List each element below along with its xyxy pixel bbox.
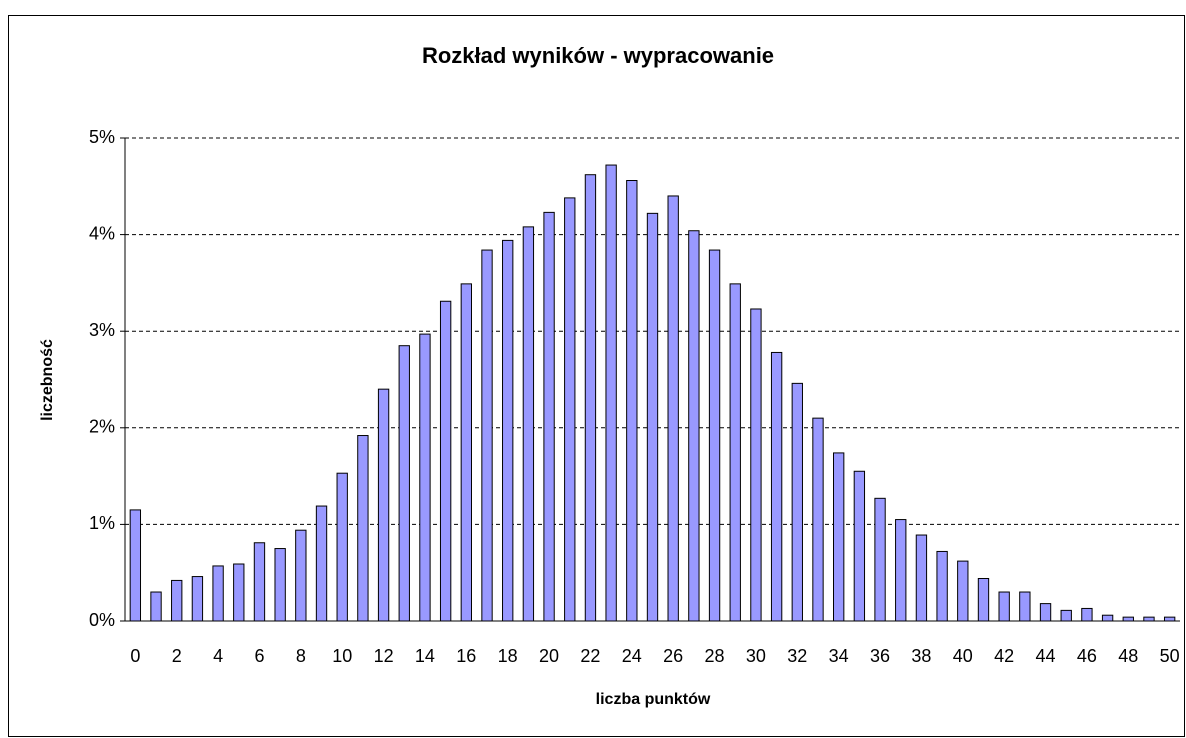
bar xyxy=(171,579,183,622)
bar xyxy=(1019,591,1031,622)
x-tick-label: 8 xyxy=(296,646,306,666)
bar xyxy=(274,548,286,622)
x-tick-label: 34 xyxy=(829,646,849,666)
x-tick-label: 48 xyxy=(1118,646,1138,666)
bar xyxy=(584,174,597,622)
bar xyxy=(253,542,266,622)
x-tick-label: 4 xyxy=(213,646,223,666)
x-tick-label: 2 xyxy=(172,646,182,666)
x-tick-label: 10 xyxy=(332,646,352,666)
bar xyxy=(812,417,824,622)
bar xyxy=(543,211,555,622)
bar xyxy=(212,565,224,622)
y-tick-label: 0% xyxy=(89,610,115,630)
bar xyxy=(957,560,969,622)
x-tick-label: 26 xyxy=(663,646,683,666)
y-tick-label: 2% xyxy=(89,417,115,437)
x-tick-label: 22 xyxy=(580,646,600,666)
bar xyxy=(502,239,514,622)
x-tick-label: 20 xyxy=(539,646,559,666)
bar xyxy=(605,164,617,622)
y-axis-label: liczebność xyxy=(39,339,56,421)
bar xyxy=(191,576,204,622)
y-tick-label: 1% xyxy=(89,513,115,533)
bar xyxy=(336,472,348,622)
x-tick-label: 44 xyxy=(1036,646,1056,666)
x-tick-label: 14 xyxy=(415,646,435,666)
bar xyxy=(833,452,845,622)
chart-title: Rozkład wyników - wypracowanie xyxy=(422,43,774,68)
bar xyxy=(1101,614,1114,622)
x-axis-label: liczba punktów xyxy=(596,691,711,708)
bar xyxy=(481,249,493,622)
bar xyxy=(377,388,390,622)
bar xyxy=(915,534,928,622)
bar xyxy=(874,497,886,622)
bar xyxy=(522,226,535,622)
x-tick-label: 40 xyxy=(953,646,973,666)
bar xyxy=(750,308,762,622)
x-tick-label: 30 xyxy=(746,646,766,666)
bar xyxy=(977,577,990,622)
bar xyxy=(129,509,142,622)
bar xyxy=(646,212,659,622)
bar xyxy=(233,563,245,622)
bar xyxy=(667,195,679,622)
bar xyxy=(1039,603,1052,622)
y-tick-label: 3% xyxy=(89,320,115,340)
bar xyxy=(419,333,431,622)
bar xyxy=(853,470,866,622)
y-tick-label: 5% xyxy=(89,127,115,147)
bar xyxy=(295,529,307,622)
x-tick-label: 16 xyxy=(456,646,476,666)
bar xyxy=(564,197,576,622)
x-tick-label: 12 xyxy=(374,646,394,666)
x-tick-label: 32 xyxy=(787,646,807,666)
bar xyxy=(1060,609,1072,622)
x-tick-label: 6 xyxy=(254,646,264,666)
bar xyxy=(1081,607,1093,622)
x-tick-label: 0 xyxy=(130,646,140,666)
x-tick-label: 46 xyxy=(1077,646,1097,666)
bar xyxy=(1163,616,1176,622)
x-tick-label: 38 xyxy=(911,646,931,666)
bar xyxy=(626,180,638,622)
x-tick-label: 28 xyxy=(705,646,725,666)
bar xyxy=(770,351,783,622)
bar xyxy=(1122,616,1134,622)
bar xyxy=(708,249,721,622)
bar xyxy=(791,382,803,622)
bar xyxy=(357,435,369,622)
x-tick-label: 18 xyxy=(498,646,518,666)
x-tick-label: 42 xyxy=(994,646,1014,666)
bar xyxy=(936,550,948,622)
bar xyxy=(439,300,452,622)
y-tick-label: 4% xyxy=(89,223,115,243)
bar xyxy=(315,505,328,622)
x-tick-label: 24 xyxy=(622,646,642,666)
bar xyxy=(150,591,162,622)
x-tick-label: 36 xyxy=(870,646,890,666)
chart-border xyxy=(8,15,1185,737)
x-tick-label: 50 xyxy=(1160,646,1180,666)
bar xyxy=(998,591,1010,622)
bar xyxy=(1143,616,1155,622)
bar xyxy=(460,283,472,622)
bar xyxy=(398,345,410,622)
bar xyxy=(688,230,700,622)
bar xyxy=(895,519,907,622)
bar xyxy=(729,283,741,622)
